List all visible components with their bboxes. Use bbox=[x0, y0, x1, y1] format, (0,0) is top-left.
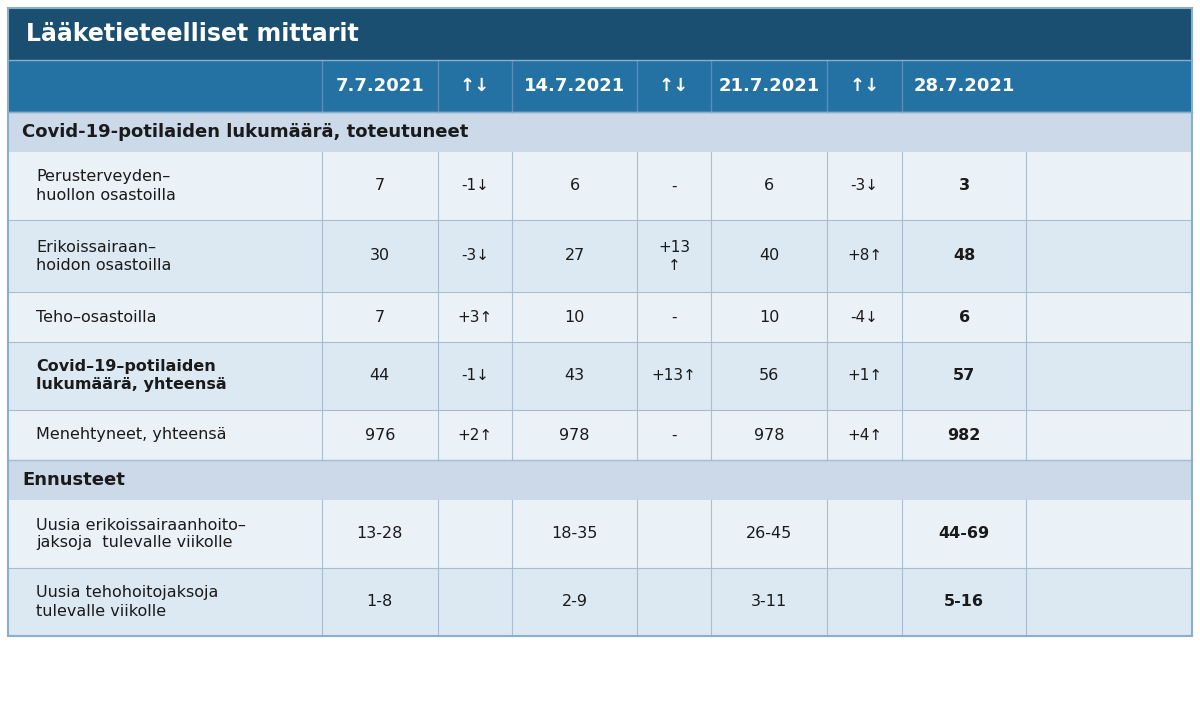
Text: -: - bbox=[671, 427, 677, 442]
Text: Erikoissairaan–
hoidon osastoilla: Erikoissairaan– hoidon osastoilla bbox=[36, 239, 172, 273]
Bar bbox=[8, 568, 1192, 636]
Text: 30: 30 bbox=[370, 249, 390, 263]
Text: 26-45: 26-45 bbox=[746, 526, 792, 542]
Text: 978: 978 bbox=[754, 427, 785, 442]
Text: 3: 3 bbox=[959, 179, 970, 194]
Text: 2-9: 2-9 bbox=[562, 594, 588, 609]
Bar bbox=[8, 342, 1192, 410]
Bar bbox=[8, 8, 1192, 636]
Text: +13↑: +13↑ bbox=[652, 369, 696, 383]
Text: ↑↓: ↑↓ bbox=[850, 77, 880, 95]
Text: Uusia tehohoitojaksoja
tulevalle viikolle: Uusia tehohoitojaksoja tulevalle viikoll… bbox=[36, 586, 218, 618]
Text: 13-28: 13-28 bbox=[356, 526, 403, 542]
Text: 1-8: 1-8 bbox=[367, 594, 392, 609]
Text: -1↓: -1↓ bbox=[461, 179, 490, 194]
Text: 56: 56 bbox=[760, 369, 780, 383]
Text: 976: 976 bbox=[365, 427, 395, 442]
Text: 3-11: 3-11 bbox=[751, 594, 787, 609]
Text: 14.7.2021: 14.7.2021 bbox=[524, 77, 625, 95]
Text: 5-16: 5-16 bbox=[944, 594, 984, 609]
Text: 7.7.2021: 7.7.2021 bbox=[336, 77, 424, 95]
Bar bbox=[8, 292, 1192, 342]
Bar bbox=[8, 220, 1192, 292]
Bar bbox=[8, 152, 1192, 220]
Text: Menehtyneet, yhteensä: Menehtyneet, yhteensä bbox=[36, 427, 227, 442]
Text: ↑↓: ↑↓ bbox=[659, 77, 689, 95]
Text: 7: 7 bbox=[374, 309, 385, 325]
Text: 48: 48 bbox=[953, 249, 976, 263]
Text: Covid–19–potilaiden
lukumäärä, yhteensä: Covid–19–potilaiden lukumäärä, yhteensä bbox=[36, 359, 227, 393]
Bar bbox=[8, 460, 1192, 500]
Text: Teho–osastoilla: Teho–osastoilla bbox=[36, 309, 156, 325]
Text: 44-69: 44-69 bbox=[938, 526, 990, 542]
Text: ↑↓: ↑↓ bbox=[460, 77, 491, 95]
Text: +4↑: +4↑ bbox=[847, 427, 882, 442]
Text: 21.7.2021: 21.7.2021 bbox=[719, 77, 820, 95]
Text: 57: 57 bbox=[953, 369, 976, 383]
Text: 28.7.2021: 28.7.2021 bbox=[913, 77, 1015, 95]
Text: -: - bbox=[671, 179, 677, 194]
Bar bbox=[8, 500, 1192, 568]
Text: 44: 44 bbox=[370, 369, 390, 383]
Bar bbox=[8, 60, 1192, 112]
Text: 27: 27 bbox=[564, 249, 584, 263]
Text: Covid-19-potilaiden lukumäärä, toteutuneet: Covid-19-potilaiden lukumäärä, toteutune… bbox=[22, 123, 468, 141]
Text: -: - bbox=[671, 309, 677, 325]
Text: 6: 6 bbox=[570, 179, 580, 194]
Text: +3↑: +3↑ bbox=[457, 309, 493, 325]
Text: -1↓: -1↓ bbox=[461, 369, 490, 383]
Text: +1↑: +1↑ bbox=[847, 369, 882, 383]
Text: -3↓: -3↓ bbox=[851, 179, 878, 194]
Bar bbox=[8, 410, 1192, 460]
Text: 978: 978 bbox=[559, 427, 589, 442]
Text: 982: 982 bbox=[947, 427, 980, 442]
Text: 10: 10 bbox=[760, 309, 780, 325]
Text: Perusterveyden–
huollon osastoilla: Perusterveyden– huollon osastoilla bbox=[36, 169, 176, 202]
Text: 40: 40 bbox=[760, 249, 780, 263]
Text: +13
↑: +13 ↑ bbox=[658, 239, 690, 273]
Text: -3↓: -3↓ bbox=[461, 249, 490, 263]
Text: 6: 6 bbox=[764, 179, 774, 194]
Text: 6: 6 bbox=[959, 309, 970, 325]
Bar bbox=[8, 8, 1192, 60]
Text: Ennusteet: Ennusteet bbox=[22, 471, 125, 489]
Text: Lääketieteelliset mittarit: Lääketieteelliset mittarit bbox=[26, 22, 359, 46]
Text: +8↑: +8↑ bbox=[847, 249, 882, 263]
Text: +2↑: +2↑ bbox=[457, 427, 493, 442]
Text: Uusia erikoissairaanhoito–
jaksoja  tulevalle viikolle: Uusia erikoissairaanhoito– jaksoja tulev… bbox=[36, 518, 246, 550]
Text: 43: 43 bbox=[564, 369, 584, 383]
Text: 7: 7 bbox=[374, 179, 385, 194]
Text: 18-35: 18-35 bbox=[551, 526, 598, 542]
Text: 10: 10 bbox=[564, 309, 584, 325]
Text: -4↓: -4↓ bbox=[851, 309, 878, 325]
Bar bbox=[8, 112, 1192, 152]
